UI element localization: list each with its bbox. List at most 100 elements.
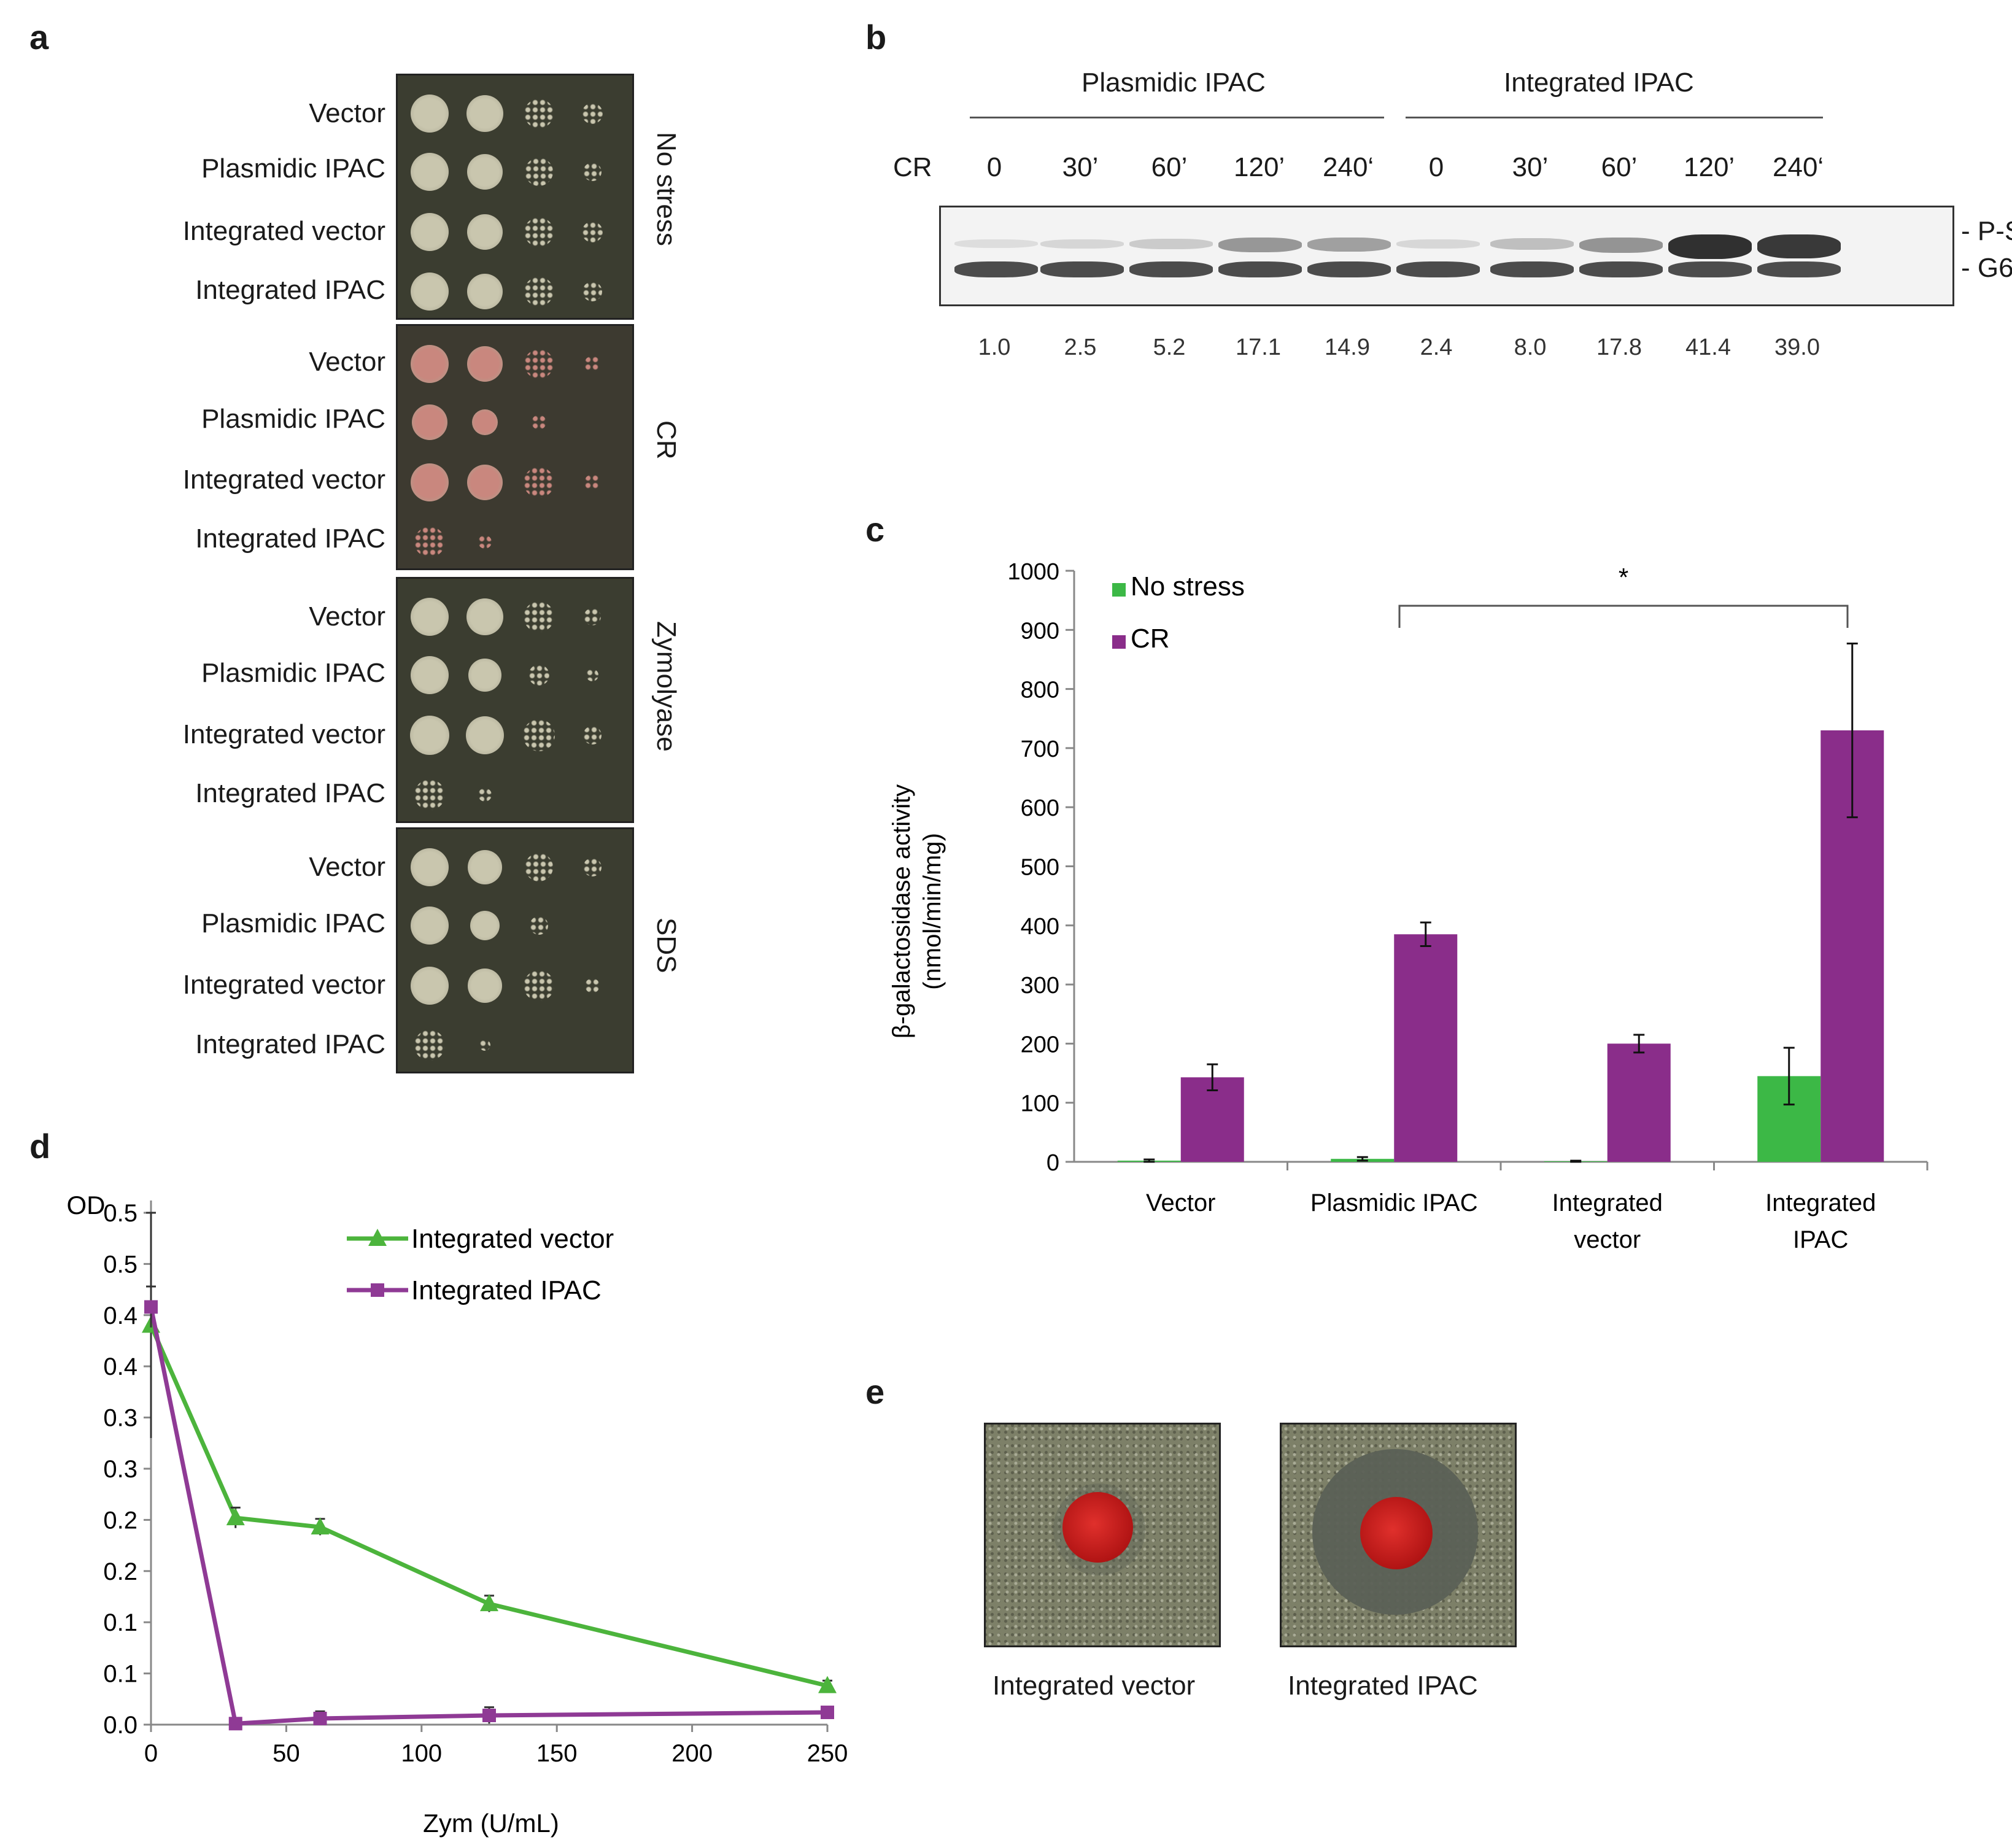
x-axis-label: Zym (U/mL) (423, 1809, 559, 1838)
panel-d-line-chart: 0.0 0.1 0.1 0.2 0.2 0.3 0.3 0.4 0.4 0.5 0.5 0 50 100 1… (67, 1191, 848, 1838)
band-pslt2 (1668, 234, 1752, 259)
quant-value: 2.5 (1064, 334, 1097, 360)
band-label-g6pdh: - G6PDH (1961, 253, 2012, 283)
row-label: CR (893, 152, 932, 182)
y-tick-label: 800 (1021, 678, 1059, 703)
data-point-triangle (311, 1517, 330, 1535)
legend-swatch-no-stress (1112, 583, 1126, 597)
yeast-spot (523, 719, 555, 751)
strain-label: Integrated vector (182, 719, 385, 749)
yeast-spot (411, 213, 449, 251)
bar-cr (1180, 1077, 1244, 1162)
halo-photo-integrated-ipac (1280, 1423, 1517, 1647)
y-tick-label: 0.2 (103, 1507, 137, 1534)
strain-label: Integrated vector (182, 216, 385, 246)
timepoint-label: 30’ (1062, 152, 1099, 182)
y-tick-label: 1000 (1007, 559, 1059, 585)
y-tick-label: 0.4 (103, 1302, 137, 1329)
band-g6pdh (1040, 261, 1124, 277)
significance-bracket (1398, 605, 1849, 628)
yeast-spot (584, 474, 600, 490)
quant-value: 17.8 (1596, 334, 1642, 360)
band-g6pdh (954, 261, 1038, 277)
y-axis-label: OD (67, 1191, 106, 1220)
y-tick-label: 0.0 (103, 1712, 137, 1739)
quant-value: 39.0 (1774, 334, 1820, 360)
band-g6pdh (1307, 261, 1391, 277)
strain-label: Integrated IPAC (195, 275, 385, 305)
bar-cr (1607, 1043, 1671, 1162)
legend-label-ipac: Integrated IPAC (411, 1275, 602, 1305)
yeast-spot (411, 848, 449, 886)
strain-label: Vector (309, 347, 385, 377)
yeast-spot (525, 158, 553, 186)
yeast-spot (467, 154, 503, 190)
strain-label: Vector (309, 601, 385, 632)
yeast-spot (582, 103, 603, 124)
panel-label-b: b (865, 18, 887, 56)
yeast-spot (470, 911, 500, 940)
yeast-spot (412, 404, 447, 440)
condition-label: CR (651, 420, 681, 460)
yeast-spot (414, 779, 445, 810)
quant-value: 14.9 (1325, 334, 1370, 360)
halo-photo-integrated-vector (984, 1423, 1221, 1647)
quant-value: 1.0 (978, 334, 1011, 360)
yeast-spot (582, 282, 602, 301)
legend-swatch-cr (1112, 635, 1126, 649)
yeast-spot (584, 356, 600, 372)
yeast-spot (414, 527, 445, 557)
significance-star: * (1619, 563, 1628, 592)
panel-label-c: c (865, 510, 885, 549)
yeast-spot (466, 95, 503, 132)
condition-label: SDS (651, 918, 681, 973)
yeast-spot (411, 273, 449, 311)
x-category-label: Integrated (1765, 1189, 1876, 1216)
x-tick-label: 50 (273, 1740, 300, 1767)
timepoint-label: 120’ (1234, 152, 1285, 182)
yeast-spot (411, 95, 449, 133)
quant-value: 8.0 (1514, 334, 1547, 360)
band-pslt2 (1490, 238, 1574, 250)
band-g6pdh (1757, 261, 1841, 277)
x-tick-label: 150 (536, 1740, 578, 1767)
condition-label: No stress (651, 132, 681, 246)
yeast-spot (583, 163, 602, 181)
timepoint-label: 60’ (1601, 152, 1638, 182)
legend-label-vector: Integrated vector (411, 1224, 614, 1254)
y-tick-label: 0.4 (103, 1353, 137, 1380)
yeast-spot (410, 716, 449, 755)
yeast-spot (468, 659, 501, 692)
yeast-spot (530, 916, 548, 935)
x-category-label: vector (1574, 1226, 1641, 1253)
y-tick-label: 500 (1021, 855, 1059, 881)
y-tick-label: 600 (1021, 795, 1059, 821)
band-g6pdh (1579, 261, 1663, 277)
band-pslt2 (954, 239, 1038, 249)
band-pslt2 (1579, 237, 1663, 253)
yeast-spot (411, 598, 449, 636)
band-g6pdh (1490, 261, 1574, 277)
x-tick-label: 200 (671, 1740, 713, 1767)
yeast-spot (583, 858, 602, 876)
data-point-square (144, 1300, 158, 1314)
photo-label: Integrated vector (992, 1671, 1196, 1701)
quant-value: 2.4 (1420, 334, 1453, 360)
x-category-label: Integrated (1552, 1189, 1663, 1216)
yeast-spot (468, 850, 502, 884)
series-line-0 (149, 1324, 828, 1688)
y-tick-label: 0.2 (103, 1558, 137, 1585)
yeast-spot (479, 1040, 490, 1051)
blot-image (939, 206, 1954, 306)
legend-label-cr: CR (1131, 624, 1170, 654)
yeast-spot (478, 788, 492, 802)
y-axis-label: β-galactosidase activity (888, 784, 915, 1038)
timepoint-label: 30’ (1512, 152, 1549, 182)
congo-red-disk (1062, 1492, 1133, 1563)
band-g6pdh (1668, 261, 1752, 277)
y-tick-label: 0.5 (103, 1251, 137, 1278)
yeast-spot (584, 608, 601, 625)
strain-label: Vector (309, 98, 385, 128)
y-tick-label: 900 (1021, 618, 1059, 644)
panel-label-e: e (865, 1372, 885, 1411)
